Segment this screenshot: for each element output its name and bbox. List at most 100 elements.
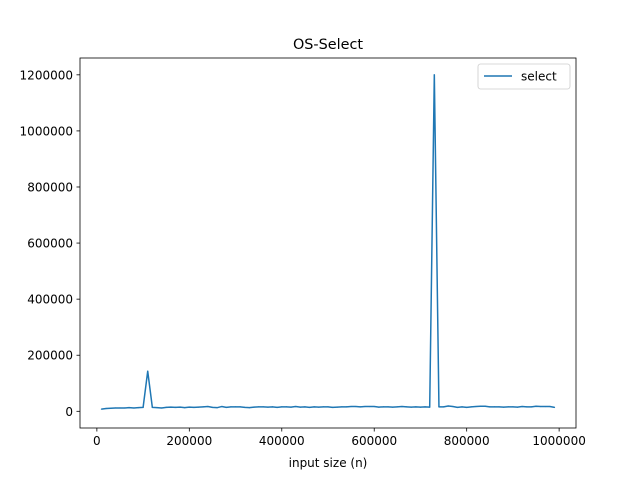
data-point <box>442 406 445 408</box>
data-point <box>544 405 546 408</box>
legend-box <box>477 63 571 90</box>
y-axis: 0 200000 400000 600000 800000 1000000 1200000 <box>20 68 80 419</box>
data-point <box>114 407 116 409</box>
data-point <box>336 406 338 408</box>
data-point <box>151 406 153 408</box>
data-point <box>470 406 472 408</box>
data-point <box>207 405 209 408</box>
data-point <box>304 406 306 408</box>
data-point <box>452 405 454 408</box>
data-point <box>327 406 329 408</box>
data-point <box>225 406 227 408</box>
data-point <box>128 407 130 409</box>
data-point <box>378 406 380 408</box>
data-point <box>507 406 509 408</box>
data-point <box>493 406 496 408</box>
y-tick-label: 800000 <box>27 180 73 194</box>
data-point <box>489 406 491 408</box>
data-point <box>318 406 320 408</box>
data-point <box>322 406 324 408</box>
data-point <box>466 406 468 408</box>
data-point <box>160 407 163 409</box>
data-point <box>475 405 477 408</box>
data-point <box>133 407 135 409</box>
data-point <box>244 406 246 408</box>
data-point <box>373 405 375 408</box>
data-point <box>392 406 394 408</box>
data-point <box>193 406 195 408</box>
data-point <box>512 406 514 408</box>
data-point <box>369 405 371 408</box>
data-point <box>401 405 403 408</box>
data-point <box>359 406 361 408</box>
y-tick-label: 0 <box>65 405 73 419</box>
data-point <box>419 406 422 408</box>
y-tick-label: 200000 <box>27 349 73 363</box>
data-point <box>285 406 287 408</box>
data-point <box>216 407 218 409</box>
legend: select <box>477 63 571 90</box>
data-point <box>540 405 542 408</box>
data-point <box>521 405 523 408</box>
data-point <box>174 406 177 408</box>
data-point <box>355 405 357 408</box>
data-point <box>230 406 232 408</box>
data-point <box>281 406 283 408</box>
x-axis: 0 200000 400000 600000 800000 1000000 <box>93 428 586 448</box>
data-point <box>262 406 264 408</box>
data-point <box>415 406 417 408</box>
data-point <box>553 406 556 408</box>
data-point <box>253 406 255 408</box>
data-point <box>447 405 449 407</box>
data-point <box>535 405 537 407</box>
data-point <box>248 407 251 409</box>
data-point <box>456 406 459 408</box>
data-point <box>424 406 426 408</box>
data-point <box>387 406 389 408</box>
x-tick-label: 200000 <box>166 434 212 448</box>
data-point <box>202 406 204 408</box>
y-tick-label: 400000 <box>27 293 73 307</box>
data-point <box>170 406 172 408</box>
data-point <box>267 406 269 408</box>
x-tick-label: 400000 <box>259 434 305 448</box>
data-point <box>433 74 435 76</box>
y-tick-label: 1200000 <box>20 68 73 82</box>
data-point <box>271 406 274 408</box>
data-point <box>341 406 343 408</box>
data-point <box>188 406 190 408</box>
chart-title: OS-Select <box>293 37 363 53</box>
data-point <box>156 407 158 409</box>
data-point <box>234 406 237 408</box>
data-point <box>142 406 144 408</box>
data-point <box>350 405 352 408</box>
y-tick-label: 1000000 <box>20 124 73 138</box>
x-axis-label: input size (n) <box>289 456 368 470</box>
data-point <box>429 406 431 408</box>
data-point <box>461 406 463 408</box>
data-point <box>479 405 482 407</box>
data-point <box>313 406 315 408</box>
data-point <box>100 408 103 410</box>
data-point <box>364 405 366 408</box>
data-point <box>105 407 107 410</box>
data-point <box>410 406 412 408</box>
data-point <box>484 405 486 407</box>
data-point <box>197 406 200 408</box>
x-tick-label: 600000 <box>351 434 397 448</box>
data-point <box>165 406 167 408</box>
data-point <box>239 406 241 408</box>
data-point <box>396 406 398 408</box>
data-point <box>516 406 519 408</box>
data-point <box>179 406 181 408</box>
data-point <box>276 406 278 408</box>
x-tick-label: 1000000 <box>532 434 585 448</box>
data-point <box>438 406 440 408</box>
data-point <box>147 370 149 372</box>
x-tick-label: 800000 <box>444 434 490 448</box>
data-point <box>526 406 528 408</box>
data-point <box>290 406 292 408</box>
x-tick-label: 0 <box>93 434 101 448</box>
y-tick-label: 600000 <box>27 237 73 251</box>
legend-label: select <box>521 70 557 84</box>
